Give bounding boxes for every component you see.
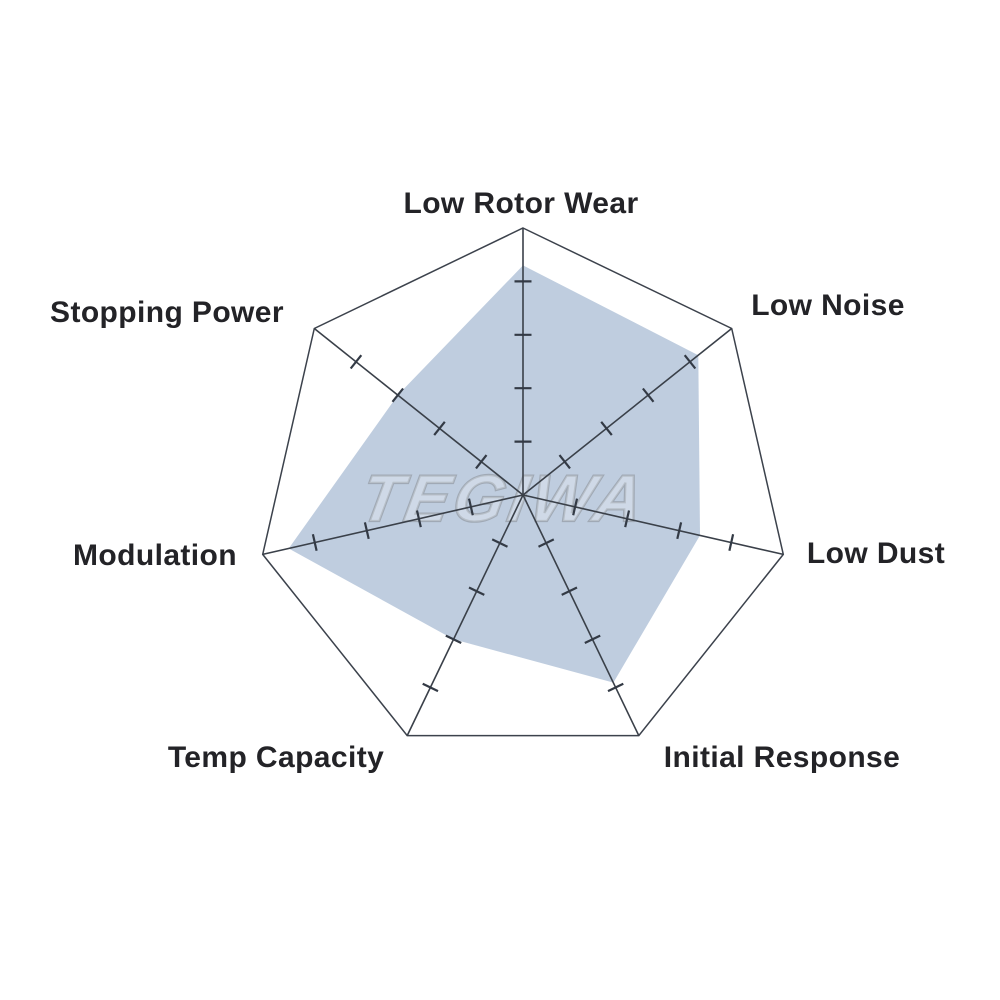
radar-axis-tick [538,538,555,548]
radar-axis-tick [624,510,631,528]
radar-axis-line [406,494,524,736]
radar-axis-tick [572,498,579,516]
radar-axis-tick [445,634,462,644]
radar-axis-line [522,494,784,556]
radar-axis-tick [422,682,439,693]
axis-label-low-noise: Low Noise [751,289,905,322]
axis-label-stopping-power: Stopping Power [50,296,284,329]
radar-axis-tick [415,510,422,528]
radar-axis-tick [349,354,363,370]
radar-axis-line [262,494,524,556]
radar-grid-layer [261,227,785,737]
radar-axis-tick [475,454,488,470]
radar-axis-tick [467,498,474,516]
radar-axis-tick [561,586,578,596]
radar-axis-tick [433,421,446,436]
radar-axis-tick [683,354,697,370]
radar-axis-tick [600,421,613,436]
radar-axis-tick [491,538,508,548]
watermark-logo: TEGIWA [355,462,652,535]
radar-axis-line [313,327,524,496]
radar-axis-tick [642,387,655,403]
radar-outline-ring [261,227,785,737]
radar-axis-tick [311,533,318,552]
axis-label-initial-response: Initial Response [663,741,901,774]
radar-axis-line [522,494,640,736]
radar-axis-tick [728,533,735,552]
radar-axis-tick [363,522,370,540]
axis-label-low-rotor-wear: Low Rotor Wear [403,187,639,220]
radar-axis-tick [676,522,683,540]
radar-axis-tick [391,387,404,403]
axis-label-modulation: Modulation [73,539,237,572]
radar-axis-tick [584,634,601,644]
radar-axis-tick [468,586,485,596]
radar-value-polygon [288,265,700,683]
radar-axis-line [522,327,733,496]
radar-axis-tick [607,682,624,693]
axis-label-temp-capacity: Temp Capacity [167,741,385,774]
radar-fill-layer [288,265,700,683]
axis-label-low-dust: Low Dust [806,537,946,570]
radar-axis-tick [558,454,571,470]
